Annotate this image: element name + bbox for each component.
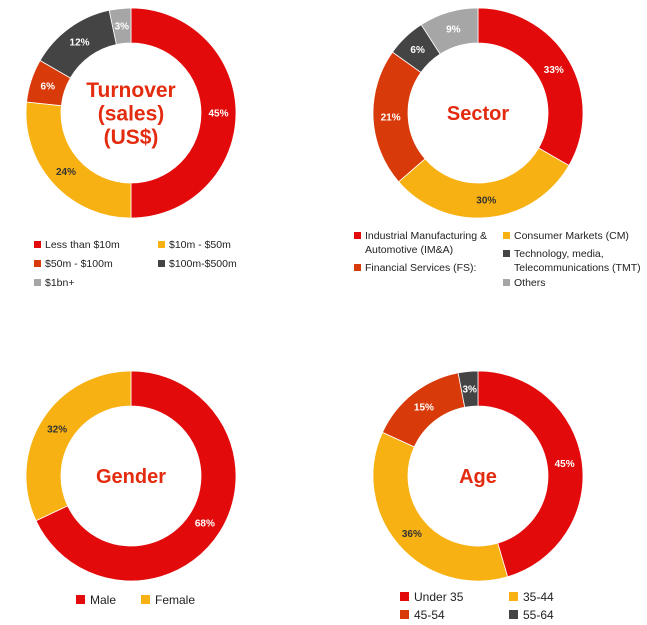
chart-title-line: Turnover: [86, 79, 175, 102]
legend-label: $10m - $50m: [169, 239, 231, 251]
chart-title-line: Gender: [96, 466, 166, 488]
legend-swatch: [34, 241, 41, 248]
legend-swatch: [76, 595, 85, 604]
slice-35-44: [372, 431, 509, 582]
legend-label: 35-44: [523, 590, 554, 604]
slice-label-35-44: 36%: [402, 529, 422, 540]
slice-label-100m-500m: 12%: [70, 38, 90, 49]
legend-swatch: [509, 610, 518, 619]
legend-label: Financial Services (FS):: [365, 262, 477, 274]
slice-label-industrial-manufacturing-automotive-im-a: 33%: [544, 65, 564, 76]
legend-label: Telecommunications (TMT): [514, 262, 641, 274]
legend-label: $100m-$500m: [169, 258, 237, 270]
chart-title-line: (US$): [104, 126, 159, 149]
legend-label: Others: [514, 277, 546, 289]
slice-label-male: 68%: [195, 518, 215, 529]
slice-less-than-10m: [130, 7, 237, 219]
gender-donut-chart: 68% 32% Gender: [25, 370, 237, 582]
slice-under-35: [477, 370, 584, 578]
legend-swatch: [400, 610, 409, 619]
legend-swatch: [158, 241, 165, 248]
legend-swatch: [354, 232, 361, 239]
slice-label-female: 32%: [47, 425, 67, 436]
legend-label: Female: [155, 593, 196, 607]
legend-swatch: [141, 595, 150, 604]
slice-label-50m-100m: 6%: [41, 81, 56, 92]
legend-label: 45-54: [414, 608, 445, 622]
slice-label-10m-50m: 24%: [56, 167, 76, 178]
slice-male: [35, 370, 237, 582]
legend-swatch: [503, 232, 510, 239]
legend-swatch: [158, 260, 165, 267]
legend-label: $50m - $100m: [45, 258, 113, 270]
turnover-donut-chart: 45% 24% 6% 12% 3% Turnover(sales)(US$): [25, 7, 237, 219]
legend-swatch: [503, 279, 510, 286]
slice-label-financial-services-fs: 21%: [381, 113, 401, 124]
age-donut-chart: 45% 36% 15% 3% Age: [372, 370, 584, 582]
slice-55-64: [457, 370, 479, 408]
slice-label-55-64: 3%: [462, 384, 477, 395]
slice-label-less-than-10m: 45%: [208, 109, 228, 120]
legend-label: $1bn+: [45, 277, 75, 289]
slice-label-45-54: 15%: [414, 403, 434, 414]
chart-title-line: Age: [459, 466, 497, 488]
legend-swatch: [34, 279, 41, 286]
slice-label-1bn: 3%: [115, 21, 130, 32]
legend-swatch: [509, 592, 518, 601]
slice-label-others: 9%: [446, 25, 461, 36]
chart-title-line: (sales): [98, 102, 165, 125]
legend-label: Industrial Manufacturing &: [365, 230, 487, 242]
legend-label: 55-64: [523, 608, 554, 622]
slice-label-under-35: 45%: [555, 459, 575, 470]
slice-1bn: [108, 7, 132, 46]
legend-label: Technology, media,: [514, 248, 604, 260]
slice-female: [25, 370, 132, 522]
legend-swatch: [34, 260, 41, 267]
chart-title-line: Sector: [447, 103, 509, 125]
legend-swatch: [354, 264, 361, 271]
slice-industrial-manufacturing-automotive-im-a: [477, 7, 584, 167]
legend-label: Under 35: [414, 590, 464, 604]
slice-others: [420, 7, 479, 55]
legend-label: Male: [90, 593, 117, 607]
legend-label: Consumer Markets (CM): [514, 230, 629, 242]
legend-swatch: [400, 592, 409, 601]
legend-label: Automotive (IM&A): [365, 244, 454, 256]
sector-donut-chart: 33% 30% 21% 6% 9% Sector: [372, 7, 584, 219]
slice-label-consumer-markets-cm: 30%: [476, 196, 496, 207]
slice-label-technology-media-telecommunications-tmt: 6%: [410, 45, 425, 56]
legend-swatch: [503, 250, 510, 257]
legend-label: Less than $10m: [45, 239, 120, 251]
